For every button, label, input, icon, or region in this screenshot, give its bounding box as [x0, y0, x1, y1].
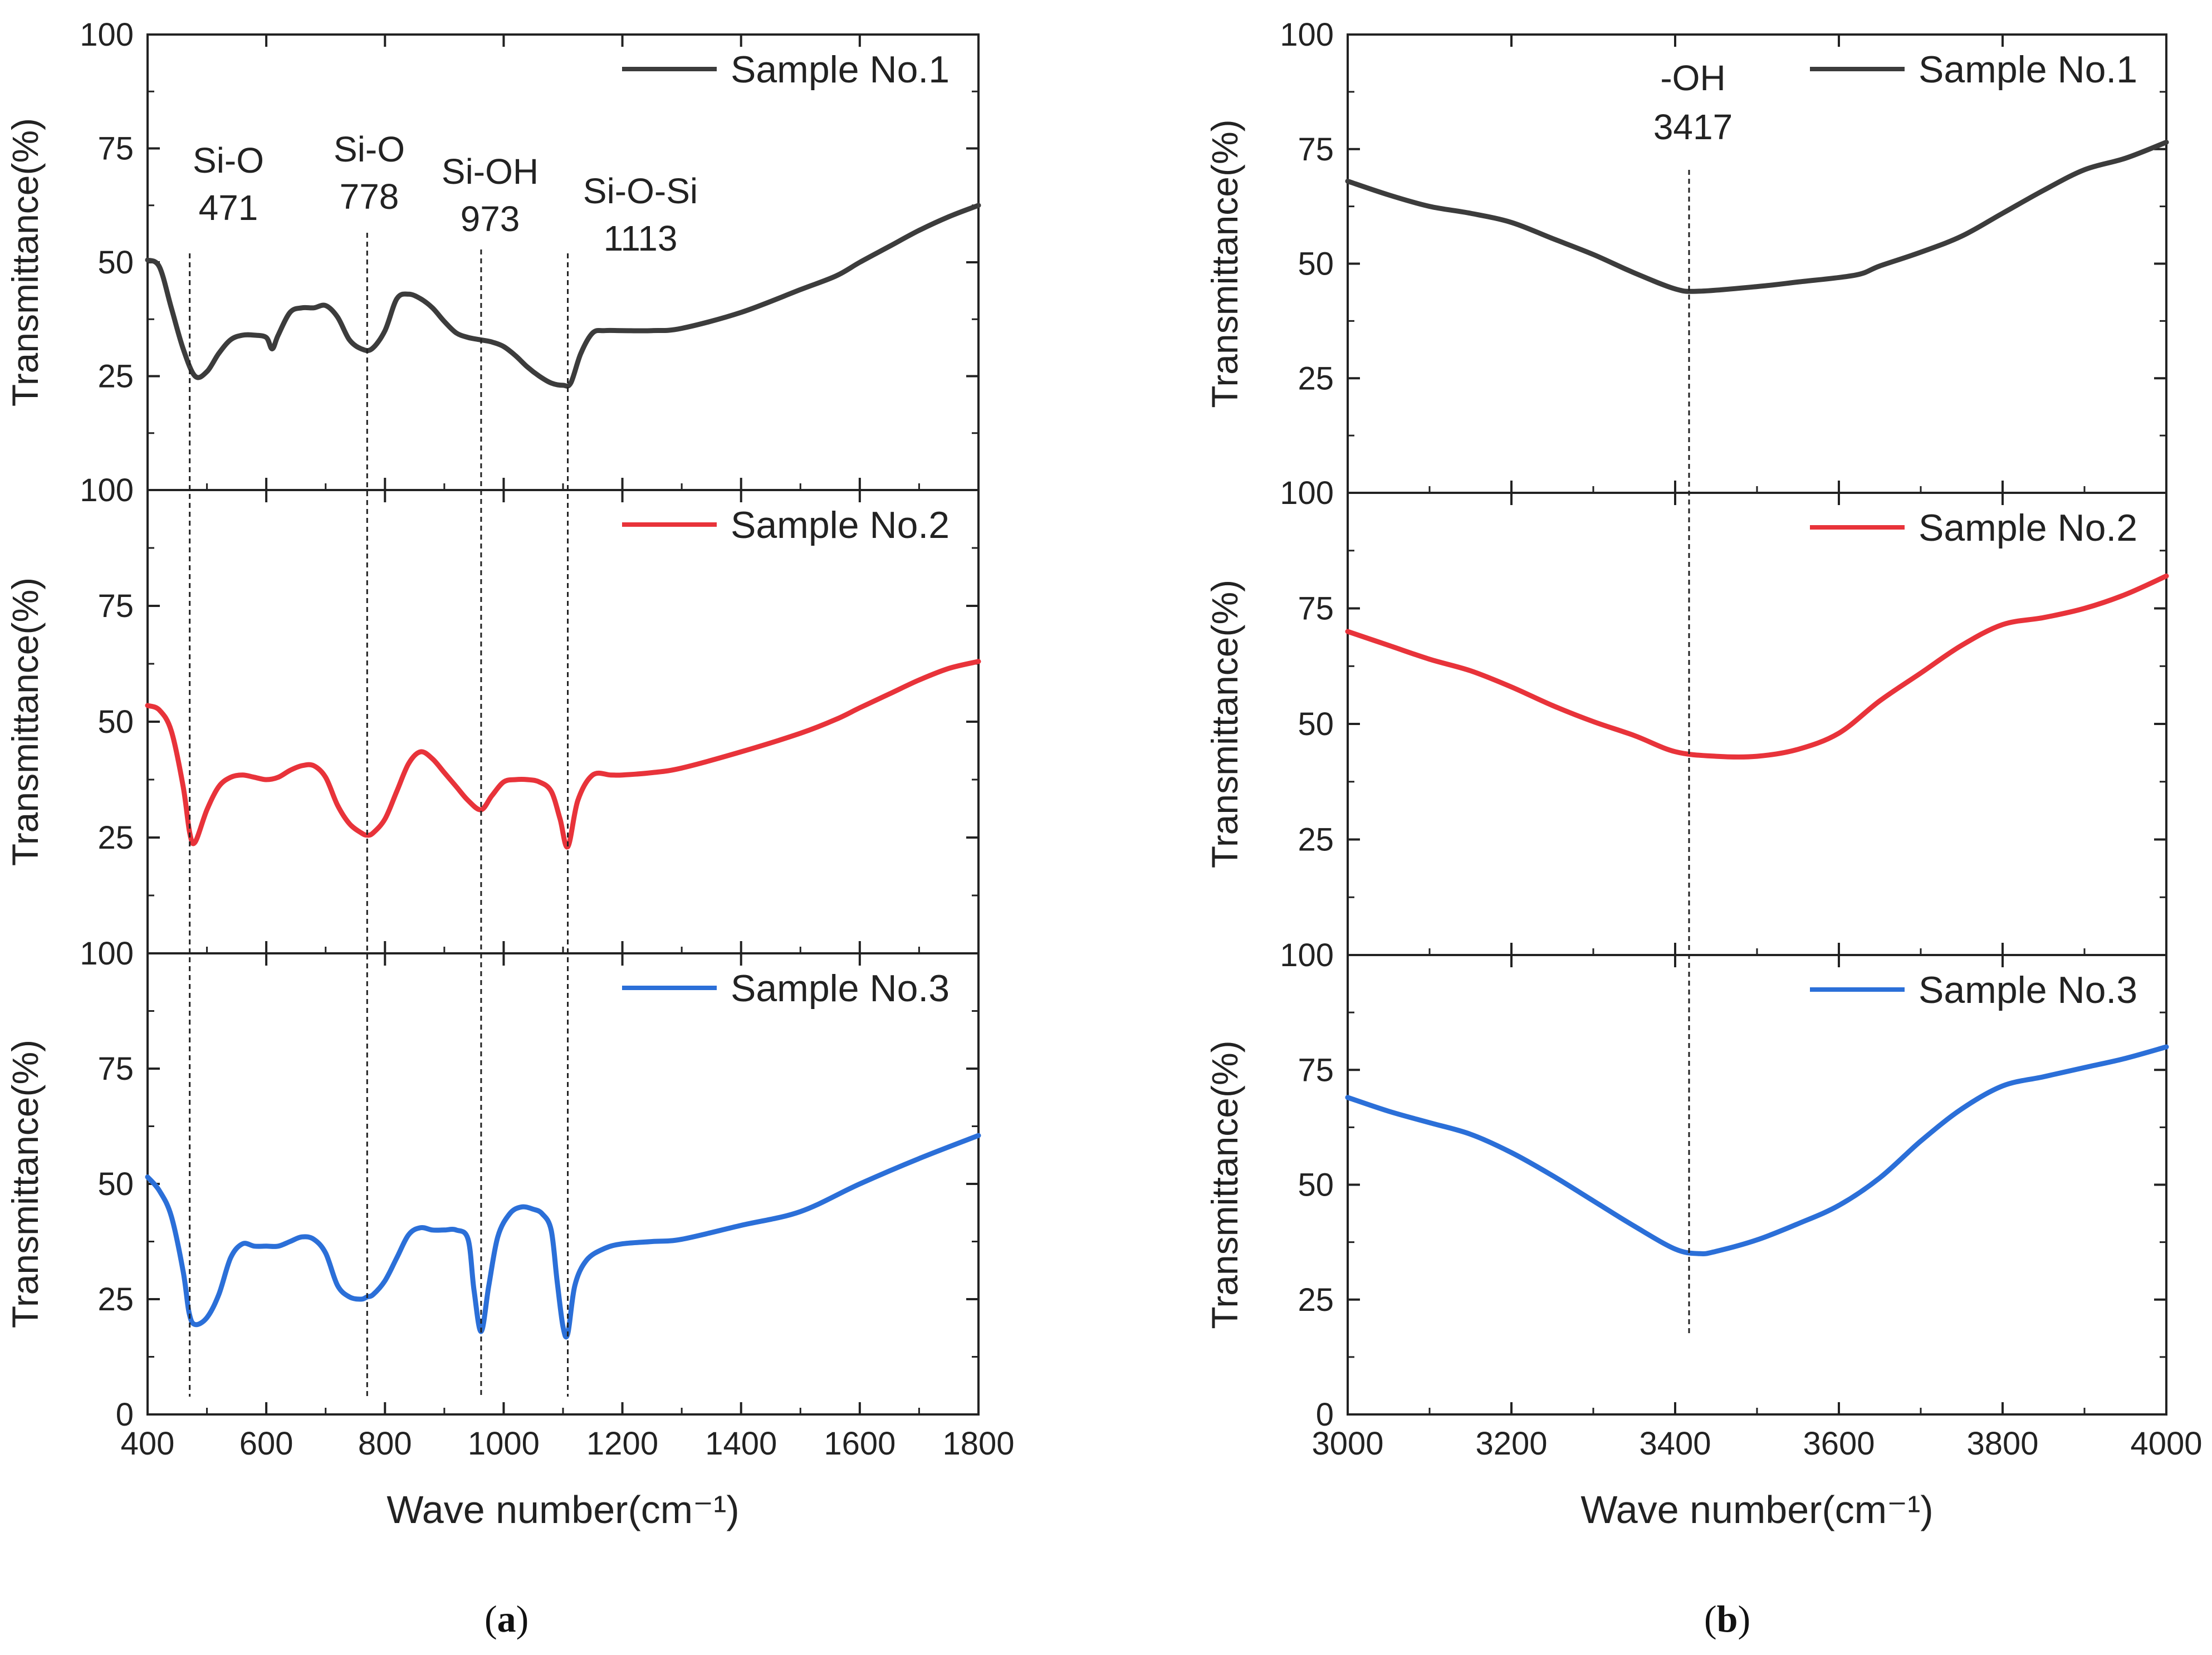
y-tick-label: 50	[97, 704, 134, 740]
y-tick-label: 50	[1298, 1167, 1334, 1203]
y-tick-label: 75	[1298, 1052, 1334, 1088]
series-line-sample-2	[145, 659, 981, 850]
x-axis-label: Wave number(cm⁻¹)	[1580, 1488, 1933, 1531]
panel-frame	[1347, 33, 2167, 494]
y-axis-label: Transmittance(%)	[1204, 580, 1245, 868]
x-tick-label: 1000	[468, 1426, 540, 1462]
y-tick-label: 0	[1316, 1397, 1334, 1433]
panel-frame	[1347, 492, 2167, 956]
legend-label: Sample No.1	[731, 48, 950, 91]
x-tick-label: 1400	[705, 1426, 777, 1462]
panel-2: 25 50 75 100 Transmittance(%) Sample No.2	[1204, 475, 2169, 956]
series-line-sample-1	[1345, 139, 2169, 294]
y-tick-label: 25	[1298, 822, 1334, 858]
caption-a: (a)	[485, 1598, 529, 1640]
y-tick-label: 50	[97, 1166, 134, 1202]
panel-3: 0 25 50 75 100 Transmittance(%) Sample No.3	[4, 936, 981, 1433]
x-tick-label: 3200	[1475, 1426, 1547, 1462]
peak-value: 3417	[1653, 107, 1733, 147]
y-tick-label: 25	[97, 820, 134, 856]
y-tick-label: 50	[1298, 706, 1334, 742]
y-tick-label: 100	[1280, 475, 1334, 511]
panel-2: 25 50 75 100 Transmittance(%) Sample No.2	[4, 472, 981, 954]
x-tick-label: 3400	[1639, 1426, 1711, 1462]
caption-b: (b)	[1704, 1598, 1751, 1640]
y-tick-label: 0	[116, 1397, 134, 1433]
y-tick-label: 100	[80, 936, 134, 972]
y-tick-label: 75	[1298, 591, 1334, 627]
caption-a-letter: a	[497, 1598, 516, 1640]
x-tick-label: 800	[358, 1426, 412, 1462]
y-axis-label: Transmittance(%)	[1204, 1040, 1245, 1329]
legend-label: Sample No.3	[731, 967, 950, 1010]
chart-a: 25 50 75 100 Transmittance(%) Sample No.1 25 50…	[4, 17, 1015, 1531]
y-tick-label: 75	[97, 1051, 134, 1087]
x-axis-label: Wave number(cm⁻¹)	[386, 1488, 739, 1531]
y-axis-label: Transmittance(%)	[4, 1040, 46, 1328]
x-tick-label: 1800	[942, 1426, 1014, 1462]
peak-value: 778	[340, 177, 399, 217]
y-tick-label: 25	[97, 1281, 134, 1318]
panel-3: 0 25 50 75 100 Transmittance(%) Sample No.3	[1204, 937, 2169, 1433]
x-tick-label: 1200	[586, 1426, 658, 1462]
series-line-sample-2	[1345, 573, 2169, 760]
peak-label: Si-O	[193, 140, 264, 180]
chart-b: 25 50 75 100 Transmittance(%) Sample No.1 25 50…	[1204, 17, 2203, 1531]
legend-label: Sample No.2	[1919, 507, 2137, 549]
y-axis-label: Transmittance(%)	[4, 118, 46, 407]
panel-1: 25 50 75 100 Transmittance(%) Sample No.1	[1204, 17, 2169, 494]
series-line-sample-3	[1345, 1044, 2169, 1256]
y-tick-label: 75	[1298, 131, 1334, 168]
x-tick-label: 3000	[1311, 1426, 1383, 1462]
x-tick-label: 3600	[1803, 1426, 1875, 1462]
panel-1: 25 50 75 100 Transmittance(%) Sample No.1	[4, 17, 981, 491]
y-tick-label: 25	[1298, 1282, 1334, 1318]
x-tick-label: 1600	[824, 1426, 895, 1462]
panel-frame	[1347, 954, 2167, 1416]
y-tick-label: 75	[97, 131, 134, 167]
panel-frame	[146, 33, 980, 491]
y-tick-label: 100	[80, 17, 134, 53]
y-tick-label: 100	[80, 472, 134, 508]
y-tick-label: 100	[1280, 17, 1334, 53]
caption-b-letter: b	[1716, 1598, 1738, 1640]
x-tick-label: 400	[121, 1426, 175, 1462]
legend-label: Sample No.1	[1919, 48, 2137, 91]
peak-label: Si-OH	[442, 151, 539, 192]
legend-label: Sample No.3	[1919, 969, 2137, 1011]
peak-value: 471	[199, 188, 258, 228]
y-axis-label: Transmittance(%)	[1204, 119, 1245, 408]
x-tick-label: 3800	[1966, 1426, 2038, 1462]
series-line-sample-3	[145, 1133, 981, 1340]
x-tick-label: 4000	[2130, 1426, 2202, 1462]
y-tick-label: 25	[97, 359, 134, 395]
peak-value: 1113	[604, 218, 678, 258]
peak-label: Si-O	[334, 129, 405, 169]
y-axis-label: Transmittance(%)	[4, 577, 46, 866]
y-tick-label: 100	[1280, 937, 1334, 973]
series-line-sample-1	[145, 203, 981, 389]
y-tick-label: 50	[1298, 246, 1334, 282]
legend-label: Sample No.2	[731, 504, 950, 546]
peak-label: -OH	[1660, 58, 1725, 98]
y-tick-label: 75	[97, 588, 134, 624]
peak-value: 973	[461, 199, 520, 239]
panel-frame	[146, 489, 980, 954]
x-tick-label: 600	[239, 1426, 293, 1462]
peak-label: Si-O-Si	[583, 171, 698, 211]
y-tick-label: 25	[1298, 360, 1334, 396]
y-tick-label: 50	[97, 244, 134, 281]
